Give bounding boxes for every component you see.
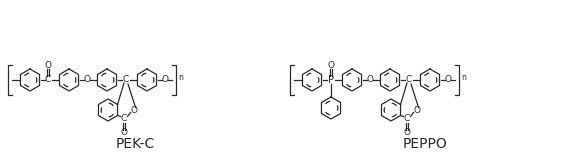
- Text: P: P: [328, 75, 334, 85]
- Text: C: C: [123, 75, 129, 85]
- Text: O: O: [84, 75, 90, 85]
- Text: O: O: [366, 75, 374, 85]
- Text: O: O: [413, 106, 420, 115]
- Text: n: n: [178, 74, 183, 82]
- Text: C: C: [403, 114, 410, 123]
- Text: O: O: [130, 106, 137, 115]
- Text: PEK-C: PEK-C: [116, 137, 155, 151]
- Text: O: O: [120, 128, 127, 137]
- Text: O: O: [328, 62, 334, 70]
- Text: O: O: [403, 128, 410, 137]
- Text: O: O: [444, 75, 452, 85]
- Text: O: O: [44, 62, 52, 70]
- Text: C: C: [121, 114, 127, 123]
- Text: C: C: [406, 75, 412, 85]
- Text: O: O: [162, 75, 168, 85]
- Text: n: n: [462, 74, 466, 82]
- Text: C: C: [45, 75, 51, 85]
- Text: PEPPO: PEPPO: [403, 137, 447, 151]
